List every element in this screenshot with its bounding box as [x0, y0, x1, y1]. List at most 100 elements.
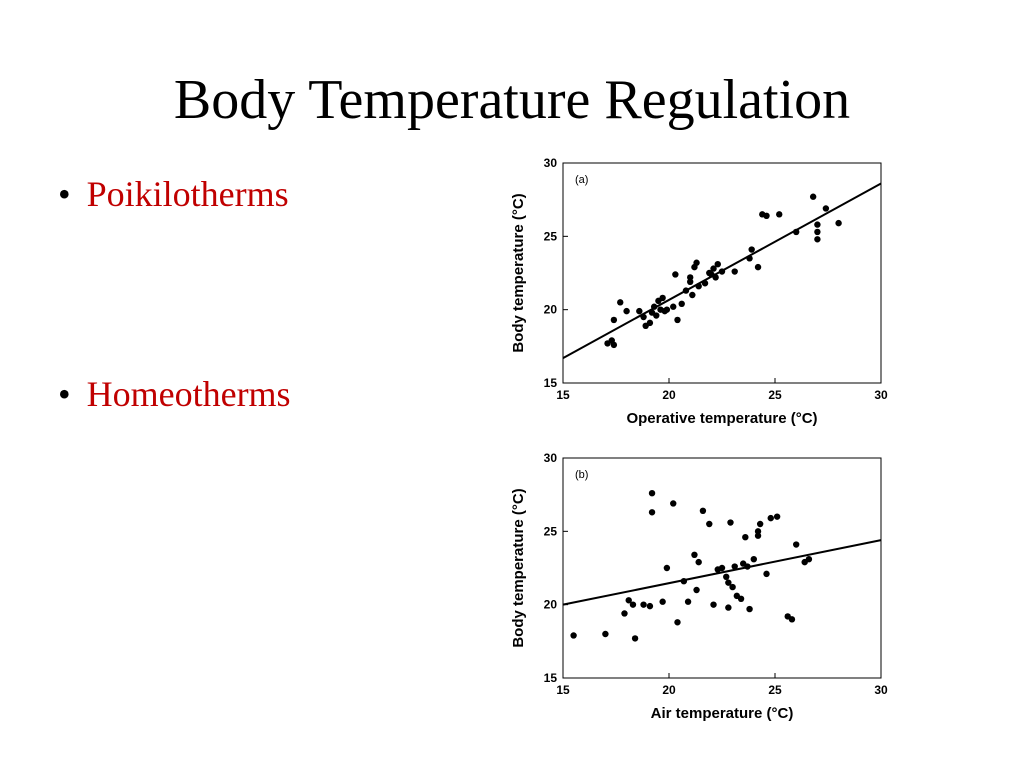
data-point-a-28: [695, 283, 702, 290]
data-point-b-16: [693, 586, 700, 594]
data-point-b-9: [648, 509, 656, 516]
bullet-text: Poikilotherms: [86, 174, 289, 214]
data-point-a-25: [689, 291, 696, 299]
data-point-b-15: [680, 578, 688, 585]
data-point-a-15: [659, 294, 666, 302]
data-point-a-36: [731, 268, 738, 275]
data-point-a-3: [610, 316, 618, 324]
y-tick-label: 20: [544, 303, 558, 317]
data-point-b-20: [706, 520, 713, 528]
data-point-b-36: [750, 556, 757, 563]
data-point-b-0: [570, 632, 577, 639]
data-point-b-23: [718, 564, 726, 572]
data-point-b-29: [731, 563, 738, 570]
data-point-a-19: [672, 271, 679, 278]
x-tick-label: 20: [662, 388, 676, 402]
data-point-b-35: [746, 605, 753, 613]
data-point-a-2: [610, 341, 618, 349]
data-point-a-23: [687, 278, 694, 285]
data-point-a-41: [763, 212, 770, 219]
data-point-a-38: [748, 246, 755, 253]
data-point-a-5: [623, 307, 630, 315]
data-point-b-18: [695, 558, 702, 566]
data-point-b-11: [663, 564, 671, 572]
data-point-a-37: [746, 255, 753, 262]
data-point-a-20: [674, 316, 681, 324]
data-point-b-19: [699, 507, 707, 514]
bullet-poikilotherms: • Poikilotherms: [58, 176, 289, 212]
y-tick-label: 30: [544, 451, 558, 465]
data-point-a-39: [754, 263, 762, 271]
data-point-a-18: [670, 303, 677, 310]
scatter-chart-b: 15 20 25 30 15 20 25 30 Air temperature (°C) Body…: [505, 448, 900, 738]
data-point-b-5: [631, 635, 639, 642]
panel-label: (a): [575, 174, 588, 186]
data-point-b-28: [729, 583, 736, 591]
y-axis-label: Body temperature (°C): [510, 193, 527, 352]
y-tick-label: 15: [544, 376, 558, 390]
data-point-b-31: [737, 595, 745, 602]
y-tick-label: 30: [544, 156, 558, 170]
data-point-b-46: [805, 556, 813, 563]
data-point-a-33: [712, 274, 719, 281]
x-tick-label: 15: [556, 388, 570, 402]
data-point-b-41: [773, 513, 781, 520]
data-point-a-48: [822, 205, 830, 212]
bullet-text: Homeotherms: [86, 374, 291, 414]
data-point-b-43: [788, 616, 796, 623]
scatter-chart-a: 15 20 25 30 15 20 25 30 Operative temperature (°…: [505, 153, 900, 443]
data-point-a-29: [701, 280, 709, 287]
x-tick-label: 25: [768, 388, 782, 402]
data-point-b-7: [646, 602, 654, 610]
data-point-b-26: [725, 604, 732, 611]
data-point-b-21: [710, 601, 717, 608]
data-point-a-45: [814, 228, 821, 236]
data-point-b-17: [691, 551, 698, 558]
x-tick-label: 15: [556, 683, 570, 697]
data-point-a-43: [793, 228, 800, 236]
x-tick-label: 20: [662, 683, 676, 697]
data-point-b-8: [648, 490, 656, 497]
bullet-homeotherms: • Homeotherms: [58, 376, 291, 412]
data-point-a-22: [682, 287, 690, 294]
y-tick-label: 25: [544, 229, 558, 243]
data-point-b-13: [674, 619, 681, 626]
data-point-a-35: [718, 268, 726, 275]
data-point-b-40: [767, 514, 774, 522]
x-tick-label: 25: [768, 683, 782, 697]
x-tick-label: 30: [874, 683, 888, 697]
data-point-a-47: [814, 236, 821, 243]
data-point-b-3: [625, 597, 632, 604]
data-point-b-2: [621, 610, 628, 617]
x-tick-label: 30: [874, 388, 888, 402]
y-tick-label: 15: [544, 671, 558, 685]
data-point-b-33: [742, 534, 749, 541]
y-axis-label: Body temperature (°C): [510, 488, 527, 647]
y-tick-label: 25: [544, 524, 558, 538]
data-point-a-4: [617, 299, 624, 306]
data-point-a-21: [678, 300, 685, 307]
panel-label: (b): [575, 469, 588, 481]
data-point-a-34: [714, 261, 721, 268]
data-point-b-25: [725, 579, 732, 586]
bullet-marker: •: [58, 174, 71, 214]
data-point-a-9: [646, 319, 654, 327]
data-point-b-24: [723, 573, 730, 580]
data-point-b-4: [629, 601, 637, 608]
y-tick-label: 20: [544, 598, 558, 612]
data-point-b-38: [756, 520, 764, 528]
x-axis-label: Operative temperature (°C): [626, 410, 817, 427]
data-point-a-24: [687, 274, 694, 281]
data-point-b-27: [727, 519, 734, 526]
x-axis-label: Air temperature (°C): [651, 705, 794, 722]
data-point-a-12: [653, 312, 660, 319]
data-point-a-44: [809, 193, 817, 200]
data-point-a-7: [640, 313, 647, 321]
data-point-a-32: [710, 265, 717, 272]
chart-svg-a: 15 20 25 30 15 20 25 30 Operative temperature (°…: [510, 156, 888, 427]
data-point-a-49: [835, 219, 842, 227]
plot-frame: [562, 457, 882, 679]
data-point-b-12: [670, 500, 677, 507]
data-point-b-47: [754, 532, 762, 539]
data-point-b-6: [640, 601, 647, 608]
